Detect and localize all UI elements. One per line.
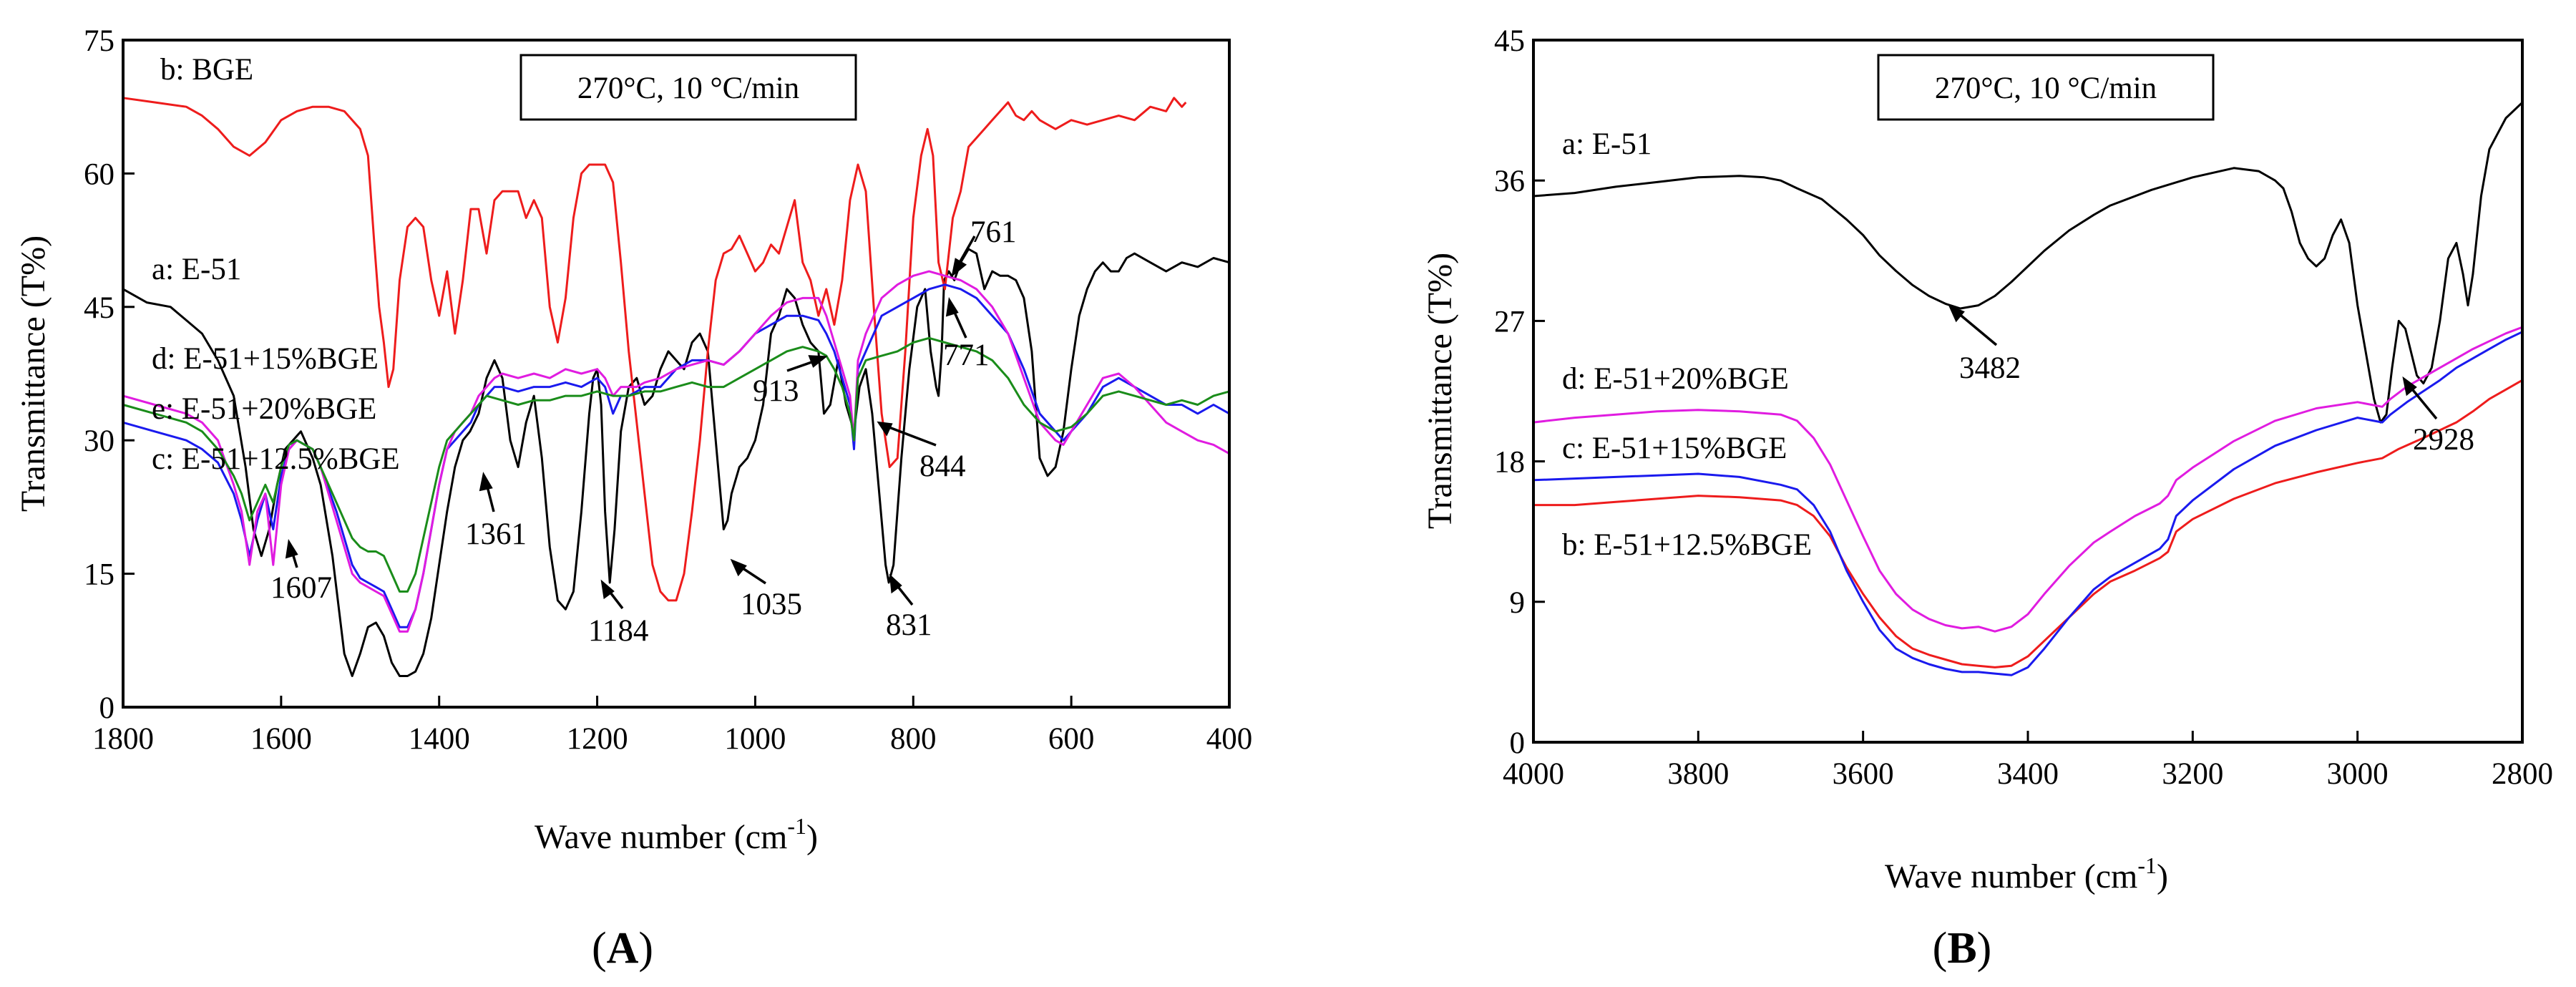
panel-b-y-axis-title: Transmittance (T%) — [1421, 253, 1459, 529]
panel-a-y-tick-label: 60 — [84, 157, 114, 191]
panel-a-peak-761: 761 — [970, 215, 1017, 249]
panel-b-y-tick-label: 9 — [1510, 586, 1526, 620]
arrow-3482 — [1956, 311, 1998, 346]
panel-a-x-axis-title-close: ) — [806, 818, 818, 856]
panel-a-x-tick-label: 1600 — [250, 722, 312, 756]
panel-b-y-tick-label: 18 — [1494, 446, 1525, 480]
panel-a-legend-a: a: E-51 — [152, 253, 241, 286]
panel-a-x-axis-title: Wave number (cm-1) — [535, 813, 818, 856]
panel-a-x-tick-label: 800 — [890, 722, 937, 756]
panel-b-series-line-2 — [1533, 379, 2523, 668]
panel-a-x-tick-label: 1200 — [567, 722, 628, 756]
panel-a-condition-box — [519, 54, 857, 121]
panel-a-peak-913: 913 — [753, 374, 799, 408]
panel-a-peak-1035: 1035 — [741, 588, 802, 621]
panel-b-y-tick-label: 45 — [1494, 24, 1525, 58]
arrow-844 — [887, 425, 937, 447]
arrowhead-1035 — [730, 558, 747, 577]
panel-b-series-line-4 — [1533, 326, 2523, 633]
panel-b-annotation-arrows — [1948, 304, 2438, 420]
panel-a-series-line-2 — [122, 97, 1187, 602]
panel-b-label-letter: B — [1947, 924, 1976, 973]
panel-a-legend-e: e: E-51+20%BGE — [152, 392, 376, 426]
panel-b-legend-c: c: E-51+15%BGE — [1562, 432, 1787, 465]
panel-b-curves — [1533, 102, 2524, 676]
panel-b-x-tick-label: 3800 — [1667, 757, 1729, 791]
arrowhead-3482 — [1948, 304, 1965, 323]
panel-a-y-tick-label: 15 — [84, 558, 114, 592]
arrowhead-2928 — [2402, 376, 2417, 397]
panel-a-x-axis-title-main: Wave number (cm — [535, 818, 787, 856]
arrowhead-844 — [877, 421, 893, 437]
panel-a-legend-d: d: E-51+15%BGE — [152, 342, 379, 376]
arrowhead-1361 — [479, 472, 493, 492]
panel-b-x-axis-title-close: ) — [2157, 857, 2168, 895]
arrowhead-771 — [945, 297, 959, 317]
panel-b-legend-a: a: E-51 — [1562, 127, 1652, 161]
panel-b-x-axis-title-main: Wave number (cm — [1885, 857, 2137, 895]
panel-a-x-tick-label: 1800 — [92, 722, 154, 756]
panel-b-peak-2928: 2928 — [2413, 423, 2474, 457]
panel-a-y-tick-label: 45 — [84, 291, 114, 325]
panel-a-x-axis-title-sup: -1 — [787, 813, 806, 839]
arrowhead-913 — [808, 355, 828, 368]
panel-b-series-line-3 — [1533, 331, 2523, 676]
panel-a-legend-b: b: BGE — [160, 53, 253, 87]
panel-b-y-tick-label: 27 — [1494, 305, 1525, 339]
panel-a-peak-1184: 1184 — [588, 614, 648, 648]
panel-a-annotation-arrows — [285, 235, 976, 610]
panel-b-legend-d: d: E-51+20%BGE — [1562, 362, 1789, 396]
arrow-771 — [952, 308, 967, 339]
panel-b-x-tick-label: 3600 — [1833, 757, 1894, 791]
panel-a-peak-1361: 1361 — [465, 517, 527, 551]
panel-b-x-tick-label: 3000 — [2327, 757, 2389, 791]
panel-b: 4000 3800 3600 3400 3200 3000 2800 0 9 18 27 36 45 2… — [1421, 24, 2553, 973]
arrow-1035 — [740, 565, 766, 585]
panel-b-x-axis-title-sup: -1 — [2137, 852, 2157, 878]
panel-b-x-tick-label: 3200 — [2162, 757, 2223, 791]
panel-b-x-axis-title: Wave number (cm-1) — [1885, 852, 2168, 895]
panel-a-y-tick-label: 0 — [99, 691, 115, 725]
panel-b-condition-label: 270°C, 10 °C/min — [1935, 72, 2157, 105]
panel-a-y-tick-label: 75 — [84, 24, 114, 58]
panel-b-x-tick-label: 4000 — [1503, 757, 1564, 791]
arrowhead-1607 — [285, 539, 298, 559]
panel-a: 1800 1600 1400 1200 1000 800 600 400 0 15 30 45 60 75… — [14, 24, 1252, 973]
panel-a-x-tick-label: 1400 — [409, 722, 470, 756]
panel-b-y-tick-label: 0 — [1510, 726, 1526, 760]
panel-a-y-axis-title: Transmittance (T%) — [14, 235, 52, 512]
panel-a-peak-831: 831 — [886, 608, 932, 642]
panel-b-label: (B) — [1933, 924, 1992, 973]
panel-a-legend-c: c: E-51+12.5%BGE — [152, 442, 400, 476]
panel-b-x-tick-label: 2800 — [2492, 757, 2553, 791]
panel-a-plot-frame — [122, 39, 1231, 709]
panel-a-series-line-1 — [122, 248, 1230, 677]
panel-b-condition-box — [1877, 54, 2215, 121]
panel-b-y-tick-label: 36 — [1494, 165, 1525, 198]
panel-b-peak-3482: 3482 — [1959, 351, 2021, 385]
arrowhead-831 — [889, 573, 902, 594]
panel-a-peak-1607: 1607 — [270, 571, 332, 605]
panel-a-label: (A) — [592, 924, 653, 973]
panel-a-condition-label: 270°C, 10 °C/min — [577, 72, 799, 105]
panel-a-peak-771: 771 — [943, 339, 990, 372]
panel-a-x-tick-label: 1000 — [724, 722, 786, 756]
panel-b-ticks: 4000 3800 3600 3400 3200 3000 2800 0 9 18 27 36 45 — [1494, 24, 2553, 791]
panel-a-x-tick-label: 400 — [1206, 722, 1253, 756]
panel-b-legend-b: b: E-51+12.5%BGE — [1562, 528, 1812, 562]
panel-b-series-line-1 — [1533, 102, 2524, 424]
panel-a-curves — [122, 97, 1230, 677]
panel-a-x-tick-label: 600 — [1048, 722, 1095, 756]
arrowhead-761 — [951, 258, 967, 278]
panel-b-x-tick-label: 3400 — [1997, 757, 2059, 791]
arrow-2928 — [2409, 385, 2438, 420]
arrowhead-1184 — [600, 579, 615, 600]
panel-a-peak-844: 844 — [919, 449, 966, 483]
panel-a-series-line-5 — [122, 336, 1230, 593]
panel-a-y-tick-label: 30 — [84, 424, 114, 458]
panel-a-ticks: 1800 1600 1400 1200 1000 800 600 400 0 15 30 45 60 75 — [84, 24, 1252, 756]
panel-a-label-letter: A — [607, 924, 639, 973]
